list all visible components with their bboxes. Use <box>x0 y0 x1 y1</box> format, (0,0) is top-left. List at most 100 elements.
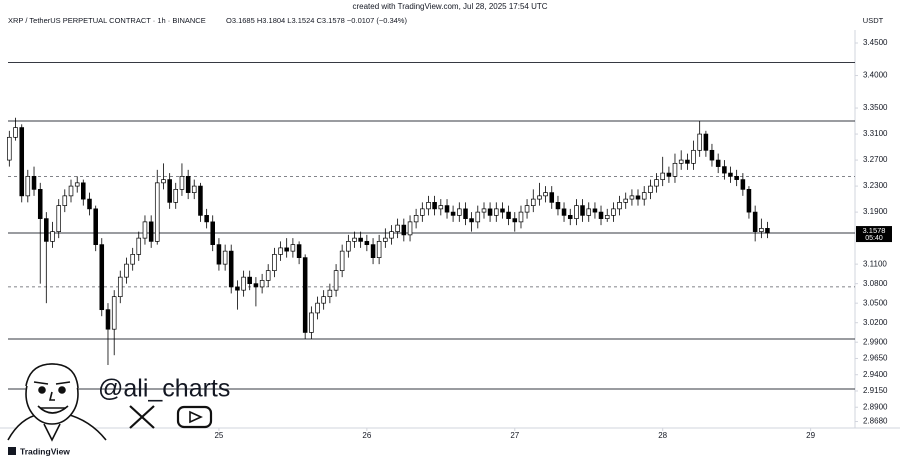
y-tick-label: 3.1900 <box>863 207 888 216</box>
y-tick-label: 3.0800 <box>863 279 888 288</box>
candle-body <box>524 205 530 213</box>
created-note: created with TradingView.com, Jul 28, 20… <box>352 2 547 11</box>
candle-body <box>555 202 561 210</box>
candle-body <box>93 208 98 245</box>
candle-body <box>216 244 222 265</box>
candle-body <box>210 221 215 245</box>
candle-body <box>567 215 573 219</box>
candle-body <box>87 198 92 210</box>
candle-body <box>62 195 68 206</box>
candle-body <box>99 244 105 311</box>
candle-body <box>426 202 431 210</box>
candle-body <box>475 211 481 223</box>
candle-body <box>346 241 351 252</box>
avatar <box>7 363 107 442</box>
candle-body <box>703 133 709 151</box>
candle-body <box>512 218 518 223</box>
candle-body <box>592 208 598 213</box>
candle-body <box>13 127 18 138</box>
candle-body <box>253 283 259 288</box>
candle-body <box>383 237 388 242</box>
candle-body <box>272 254 277 272</box>
y-tick-label: 3.0200 <box>863 318 888 327</box>
candle-body <box>734 175 739 180</box>
youtube-logo <box>176 405 213 429</box>
candle-body <box>420 208 425 216</box>
candle-body <box>185 175 191 193</box>
price-tag <box>856 226 892 243</box>
candle-body <box>654 179 659 187</box>
candle-body <box>543 192 548 197</box>
candle-body <box>722 166 727 174</box>
candle-body <box>309 312 314 333</box>
candle-body <box>148 221 154 242</box>
y-tick-label: 3.0500 <box>863 298 888 307</box>
candle-body <box>530 198 536 206</box>
candle-body <box>641 192 647 200</box>
candle-body <box>494 208 499 216</box>
candle-body <box>235 286 240 291</box>
candle-body <box>19 127 25 197</box>
candle-body <box>204 215 209 223</box>
candle-body <box>117 276 123 298</box>
candle-body <box>432 202 437 210</box>
candle-body <box>37 188 43 219</box>
candle-body <box>167 179 172 203</box>
candle-body <box>142 221 148 239</box>
candle-body <box>105 309 111 330</box>
candle-body <box>124 263 129 278</box>
brand-logo: TradingView <box>8 446 70 456</box>
symbol: XRP / TetherUS PERPETUAL CONTRACT · 1h ·… <box>8 16 206 25</box>
candle-body <box>241 276 246 291</box>
candle-body <box>629 195 635 200</box>
candle-body <box>481 208 487 213</box>
candle-body <box>154 182 160 242</box>
y-tick-label: 3.1100 <box>863 259 887 268</box>
candle-body <box>284 247 289 252</box>
candle-body <box>56 205 62 232</box>
candle-body <box>44 218 49 242</box>
candle-body <box>376 241 382 258</box>
candle-body <box>598 211 604 219</box>
candle-body <box>740 179 746 190</box>
y-unit: USDT <box>863 16 884 25</box>
candle-body <box>327 289 333 298</box>
candle-body <box>457 208 462 216</box>
ohlc: O3.1685 H3.1804 L3.1524 C3.1578 −0.0107 … <box>226 16 407 25</box>
plot-area <box>7 62 855 390</box>
candle-body <box>179 175 185 190</box>
candle-body <box>678 159 684 164</box>
candle-body <box>518 211 524 223</box>
candle-body <box>191 185 197 193</box>
candle-body <box>7 136 12 161</box>
candle-body <box>278 247 283 255</box>
candle-body <box>759 228 764 232</box>
candle-body <box>685 159 690 164</box>
candle-body <box>635 195 641 200</box>
candle-body <box>561 208 567 216</box>
candle-body <box>672 162 678 177</box>
candle-body <box>198 185 203 216</box>
candle-body <box>413 215 419 223</box>
candle-body <box>259 280 265 288</box>
candle-body <box>296 244 302 258</box>
candle-body <box>574 205 579 219</box>
x-tick-label: 28 <box>658 431 667 440</box>
y-tick-label: 3.3100 <box>863 129 888 138</box>
candle-body <box>549 192 555 203</box>
candle-body <box>173 188 179 203</box>
y-tick-label: 2.9900 <box>863 337 888 346</box>
y-tick-label: 2.9150 <box>863 386 888 395</box>
candle-body <box>506 211 511 219</box>
candle-body <box>709 149 715 161</box>
x-tick-label: 27 <box>510 431 519 440</box>
candle-body <box>111 296 117 330</box>
candle-body <box>746 188 752 213</box>
candle-body <box>611 208 616 216</box>
candle-body <box>389 231 394 239</box>
candle-body <box>648 185 653 193</box>
candle-body <box>290 244 296 252</box>
y-tick-label: 2.9400 <box>863 370 888 379</box>
candle-body <box>25 175 31 197</box>
